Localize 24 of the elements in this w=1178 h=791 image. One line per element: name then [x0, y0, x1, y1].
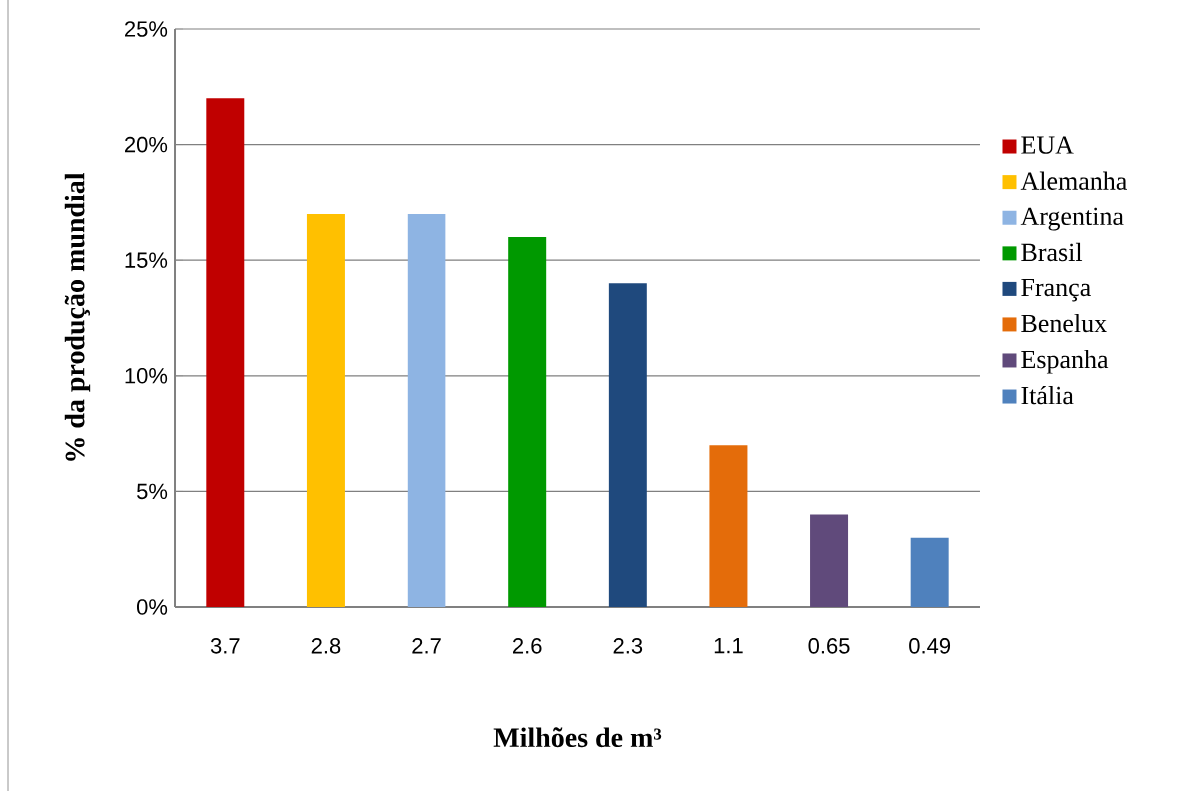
legend-label: EUA [1021, 136, 1074, 154]
x-tick-label: 3.7 [210, 638, 240, 654]
y-tick-label: 25% [125, 21, 168, 37]
y-tick-label: 5% [137, 483, 168, 500]
legend-label: Alemanha [1020, 171, 1127, 190]
y-tick-label: 20% [125, 136, 168, 153]
legend-label: Benelux [1021, 313, 1107, 333]
x-tick-label: 1.1 [714, 638, 743, 654]
y-tick-label: 10% [125, 368, 168, 384]
y-tick-label: 15% [125, 252, 168, 268]
legend-label: Argentina [1020, 207, 1124, 231]
legend-label: França [1021, 278, 1091, 302]
legend-label: Itália [1021, 386, 1074, 405]
x-tick-label: 2.3 [613, 638, 643, 654]
legend-label: Brasil [1021, 242, 1083, 262]
y-axis-title: % da produção mundial [64, 172, 91, 461]
x-tick-label: 2.7 [412, 638, 441, 654]
x-tick-label: 2.6 [512, 638, 542, 654]
x-tick-label: 2.8 [311, 638, 341, 654]
y-tick-label: 0% [136, 599, 168, 615]
x-tick-label: 0.49 [909, 638, 951, 654]
x-axis-title: Milhões de m³ [493, 727, 662, 748]
x-tick-label: 0.65 [808, 638, 850, 654]
legend-label: Espanha [1021, 349, 1109, 374]
